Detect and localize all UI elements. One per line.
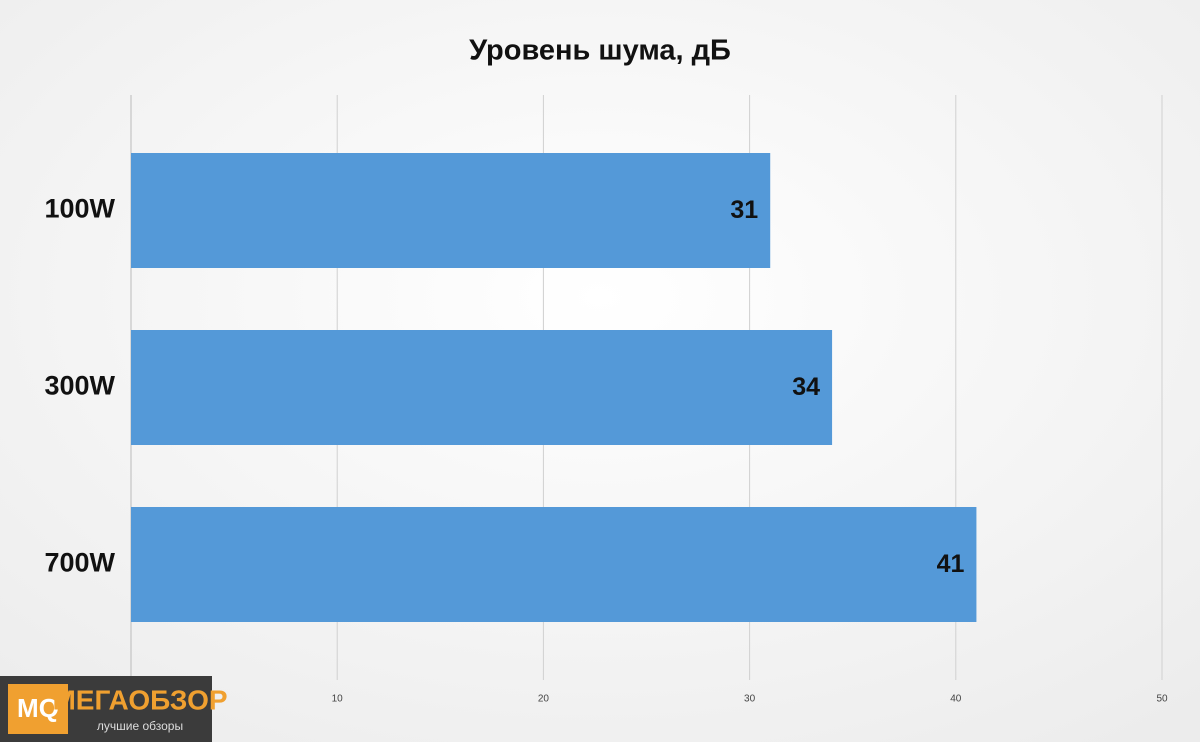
- logo-name: МЕГАОБЗОР: [52, 684, 227, 715]
- logo-mark: MQ: [17, 693, 59, 723]
- y-tick-label: 700W: [44, 548, 115, 578]
- x-tick-label: 20: [538, 694, 550, 705]
- value-label: 34: [792, 373, 820, 401]
- x-tick-label: 10: [332, 694, 344, 705]
- value-label: 31: [730, 196, 758, 224]
- logo-tagline: лучшие обзоры: [97, 719, 183, 733]
- x-tick-label: 30: [744, 694, 756, 705]
- y-tick-label: 100W: [44, 194, 115, 224]
- chart-title: Уровень шума, дБ: [469, 35, 731, 67]
- logo: MQ МЕГАОБЗОР лучшие обзоры: [0, 676, 228, 742]
- bar: [131, 153, 771, 268]
- plot-area: 10 20 30 40 50 100W 31 300W 34 700W 41: [44, 95, 1168, 705]
- y-tick-label: 300W: [44, 371, 115, 401]
- logo-badge: [8, 684, 68, 734]
- x-tick-label: 50: [1156, 694, 1168, 705]
- bar: [131, 507, 977, 622]
- value-label: 41: [937, 550, 965, 578]
- x-tick-label: 40: [950, 694, 962, 705]
- bar: [131, 330, 833, 445]
